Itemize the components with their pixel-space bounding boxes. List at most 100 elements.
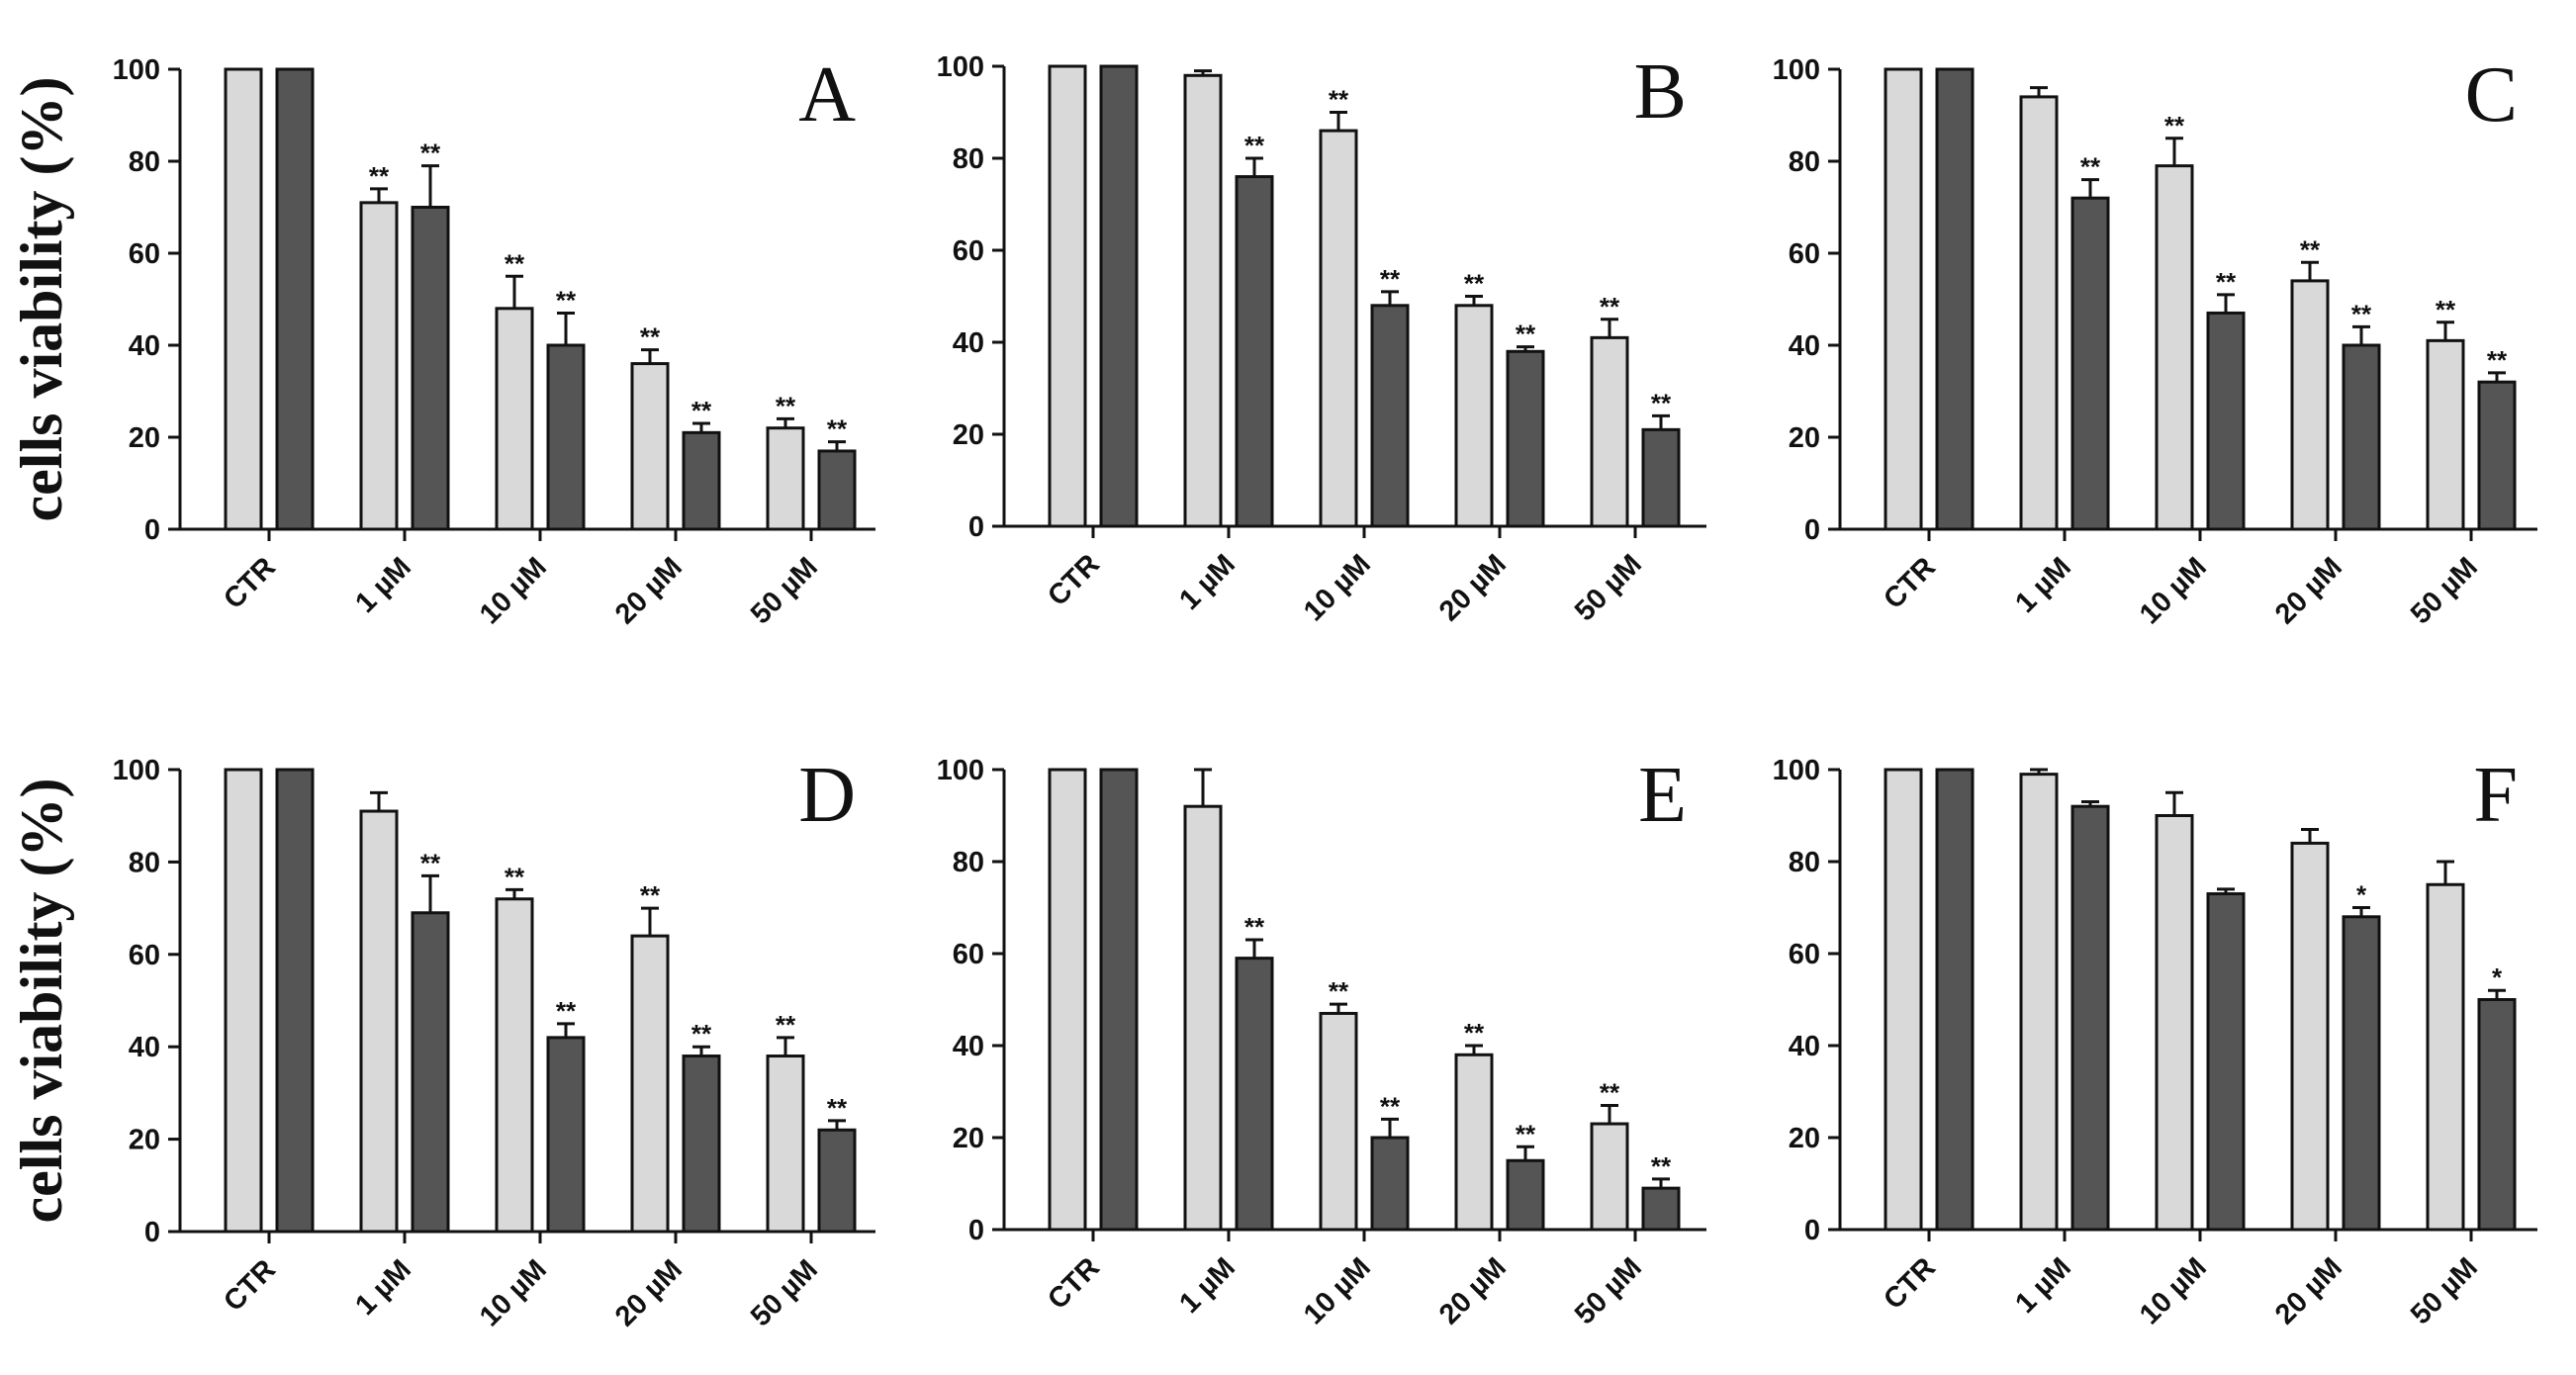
bar-light-4: [2426, 882, 2465, 1232]
y-tick-label: 0: [144, 514, 160, 546]
bar-dark-1: [411, 206, 450, 531]
bar-light-3: [1454, 1053, 1494, 1232]
y-tick-label: 60: [953, 939, 984, 970]
bar-light-1: [2019, 773, 2059, 1232]
category-label: 10 µM: [474, 551, 553, 630]
bar-dark-1: [1235, 175, 1274, 528]
y-axis-label: cells viability (%): [9, 77, 74, 522]
category-label: CTR: [1878, 1251, 1942, 1316]
significance-mark: **: [505, 862, 525, 891]
y-tick-label: 0: [144, 1217, 160, 1248]
y-tick-label: 0: [1804, 1215, 1820, 1246]
y-tick-label: 20: [953, 1123, 984, 1154]
bar-light-3: [2290, 841, 2330, 1232]
significance-mark: **: [1651, 388, 1672, 417]
category-label: 1 µM: [349, 551, 417, 619]
y-tick-label: 80: [1789, 146, 1820, 178]
significance-mark: **: [1244, 912, 1265, 942]
bar-light-4: [1590, 1122, 1629, 1232]
bar-light-3: [630, 934, 670, 1234]
category-label: CTR: [1878, 551, 1942, 615]
bar-light-1: [1183, 804, 1223, 1232]
category-label: 10 µM: [2134, 551, 2213, 630]
bar-dark-2: [546, 343, 586, 531]
significance-mark: **: [1464, 269, 1485, 299]
bar-dark-3: [682, 430, 721, 531]
bar-light-3: [1454, 304, 1494, 528]
bar-light-3: [630, 362, 670, 531]
category-label: 1 µM: [349, 1253, 417, 1322]
y-axis-label: cells viability (%): [9, 779, 74, 1224]
y-tick-label: 80: [129, 146, 160, 178]
significance-mark: *: [2356, 880, 2367, 910]
bar-dark-0: [275, 67, 315, 531]
significance-mark: *: [2492, 962, 2503, 992]
category-label: 50 µM: [1569, 548, 1648, 627]
y-tick-label: 100: [1773, 755, 1820, 786]
bar-dark-4: [817, 1128, 857, 1234]
significance-mark: **: [776, 1010, 796, 1040]
category-label: 20 µM: [2269, 551, 2348, 630]
bar-light-1: [1183, 73, 1223, 528]
bar-dark-1: [2070, 196, 2110, 531]
significance-mark: **: [2080, 152, 2101, 182]
panel-letter: A: [798, 51, 856, 138]
bar-light-2: [495, 897, 534, 1234]
category-label: 10 µM: [1298, 548, 1377, 627]
bar-dark-0: [1099, 64, 1139, 528]
bar-dark-2: [1370, 304, 1410, 528]
category-label: 50 µM: [745, 1253, 824, 1332]
bar-light-2: [495, 307, 534, 531]
significance-mark: **: [1516, 1119, 1536, 1148]
bar-light-2: [2155, 814, 2194, 1232]
y-tick-label: 60: [1789, 939, 1820, 970]
category-label: 10 µM: [2134, 1251, 2213, 1330]
bar-dark-3: [1506, 349, 1545, 528]
bar-dark-1: [2070, 804, 2110, 1232]
y-tick-label: 20: [1789, 1123, 1820, 1154]
bar-dark-0: [1099, 768, 1139, 1232]
y-tick-label: 60: [129, 238, 160, 270]
bar-light-0: [224, 67, 263, 531]
category-label: 50 µM: [745, 551, 824, 630]
category-label: 10 µM: [474, 1253, 553, 1332]
panel-d: 0 20 40 60 80 100 CTR ** 1 µM ** ** 10 µM ** ** 20 µM *…: [9, 752, 875, 1332]
significance-mark: **: [556, 285, 577, 315]
panel-e: 0 20 40 60 80 100 CTR ** 1 µM ** ** 10 µM ** ** 20 µM *…: [937, 752, 1706, 1330]
y-tick-label: 20: [1789, 422, 1820, 454]
significance-mark: **: [1516, 320, 1536, 349]
significance-mark: **: [776, 391, 796, 420]
category-label: CTR: [218, 1253, 282, 1318]
bar-light-0: [1884, 67, 1923, 531]
bar-dark-1: [411, 911, 450, 1234]
y-tick-label: 0: [968, 511, 984, 543]
significance-mark: **: [1380, 1091, 1401, 1121]
y-tick-label: 80: [953, 143, 984, 175]
significance-mark: **: [1600, 292, 1620, 321]
significance-mark: **: [1380, 264, 1401, 294]
bar-light-1: [2019, 95, 2059, 531]
y-tick-label: 60: [953, 235, 984, 267]
y-tick-label: 40: [1789, 1031, 1820, 1062]
significance-mark: **: [691, 1019, 712, 1049]
significance-mark: **: [1600, 1077, 1620, 1107]
y-tick-label: 20: [953, 419, 984, 451]
y-tick-label: 20: [129, 422, 160, 454]
significance-mark: **: [2300, 234, 2321, 264]
bar-light-4: [2426, 338, 2465, 531]
panel-b: 0 20 40 60 80 100 CTR ** 1 µM ** ** 10 µM ** ** 20 µM *…: [937, 48, 1706, 627]
category-label: 1 µM: [2009, 1251, 2077, 1320]
category-label: 1 µM: [2009, 551, 2077, 619]
significance-mark: **: [827, 1093, 848, 1123]
bar-light-2: [1319, 1011, 1358, 1232]
category-label: 20 µM: [1433, 1251, 1513, 1330]
significance-mark: **: [2164, 111, 2185, 140]
bar-light-0: [1048, 64, 1087, 528]
category-label: 20 µM: [609, 551, 689, 630]
bar-dark-4: [2477, 998, 2517, 1232]
category-label: 50 µM: [2405, 1251, 2484, 1330]
significance-mark: **: [1651, 1151, 1672, 1181]
y-tick-label: 40: [129, 1032, 160, 1063]
y-tick-label: 100: [1773, 54, 1820, 86]
